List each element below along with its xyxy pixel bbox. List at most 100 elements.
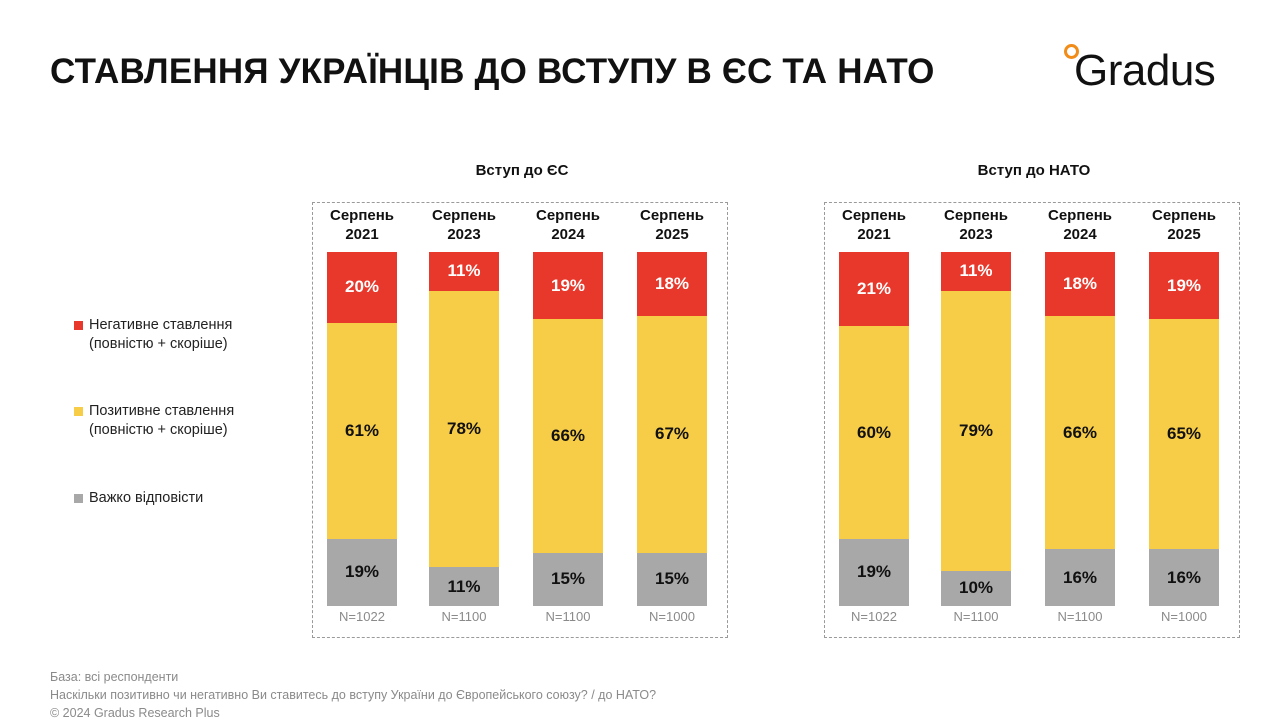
data-label: 78% bbox=[446, 418, 482, 438]
bar-segment-neg: 11% bbox=[429, 252, 499, 291]
logo-ring-icon bbox=[1064, 44, 1079, 59]
stacked-bar: 11% 78% 11% bbox=[429, 252, 499, 606]
category-label-year: 2024 bbox=[551, 226, 585, 243]
category-label: Серпень 2024 bbox=[1030, 206, 1130, 244]
bar-column-eu-2021: Серпень 2021 20% 61% 19% N=1022 bbox=[312, 162, 412, 640]
legend-swatch-positive bbox=[74, 407, 83, 416]
footer-base: База: всі респонденти bbox=[50, 670, 179, 684]
bar-segment-neg: 20% bbox=[327, 252, 397, 323]
legend-swatch-negative bbox=[74, 321, 83, 330]
data-label: 11% bbox=[959, 261, 993, 281]
category-label-year: 2021 bbox=[345, 226, 379, 243]
bar-segment-pos: 78% bbox=[429, 290, 499, 568]
stacked-bar: 21% 60% 19% bbox=[839, 252, 909, 606]
stacked-bar: 18% 67% 15% bbox=[637, 252, 707, 606]
bar-segment-hard: 19% bbox=[327, 538, 397, 606]
data-label: 60% bbox=[856, 422, 892, 442]
data-label: 61% bbox=[344, 420, 380, 440]
category-label-month: Серпень bbox=[841, 207, 907, 224]
data-label: 79% bbox=[958, 420, 994, 440]
data-label: 16% bbox=[1166, 567, 1202, 587]
bar-segment-hard: 19% bbox=[839, 538, 909, 606]
data-label: 19% bbox=[550, 275, 586, 295]
category-label: Серпень 2021 bbox=[312, 206, 412, 244]
category-label-year: 2025 bbox=[655, 226, 689, 243]
bar-column-nato-2023: Серпень 2023 11% 79% 10% N=1100 bbox=[926, 162, 1026, 640]
sample-size-label: N=1100 bbox=[953, 609, 999, 624]
sample-size-label: N=1022 bbox=[339, 609, 385, 624]
bar-segment-hard: 16% bbox=[1149, 549, 1219, 606]
category-label-year: 2021 bbox=[857, 226, 891, 243]
data-label: 18% bbox=[1062, 273, 1098, 293]
legend-item-positive: Позитивне ставлення (повністю + скоріше) bbox=[74, 402, 289, 440]
category-label: Серпень 2024 bbox=[518, 206, 618, 244]
bar-column-eu-2024: Серпень 2024 19% 66% 15% N=1100 bbox=[518, 162, 618, 640]
category-label-year: 2024 bbox=[1063, 226, 1097, 243]
footer-question: Наскільки позитивно чи негативно Ви став… bbox=[50, 688, 657, 702]
category-label-year: 2023 bbox=[959, 226, 993, 243]
category-label: Серпень 2021 bbox=[824, 206, 924, 244]
bar-segment-pos: 61% bbox=[327, 322, 397, 539]
legend-label-negative-line1: Негативне ставлення bbox=[89, 317, 233, 333]
category-label-month: Серпень bbox=[1047, 207, 1113, 224]
category-label: Серпень 2025 bbox=[1134, 206, 1234, 244]
category-label-year: 2023 bbox=[447, 226, 481, 243]
footer-copyright: © 2024 Gradus Research Plus bbox=[50, 706, 220, 720]
bar-segment-pos: 67% bbox=[637, 315, 707, 553]
legend-label-hard: Важко відповісти bbox=[89, 490, 204, 506]
bar-segment-neg: 18% bbox=[1045, 252, 1115, 316]
bar-column-nato-2025: Серпень 2025 19% 65% 16% N=1000 bbox=[1134, 162, 1234, 640]
category-label-month: Серпень bbox=[1151, 207, 1217, 224]
data-label: 18% bbox=[654, 273, 690, 293]
gradus-logo: Gradus bbox=[1062, 40, 1242, 100]
sample-size-label: N=1100 bbox=[1057, 609, 1103, 624]
stacked-bar: 20% 61% 19% bbox=[327, 252, 397, 606]
category-label: Серпень 2023 bbox=[926, 206, 1026, 244]
legend-label-negative-line2: (повністю + скоріше) bbox=[89, 336, 228, 352]
bar-segment-neg: 18% bbox=[637, 252, 707, 316]
data-label: 11% bbox=[447, 261, 481, 281]
bar-segment-neg: 11% bbox=[941, 252, 1011, 291]
chart-title-eu: Вступ до ЄС bbox=[475, 162, 569, 179]
bar-column-nato-2021: Серпень 2021 21% 60% 19% N=1022 bbox=[824, 162, 924, 640]
bar-column-nato-2024: Серпень 2024 18% 66% 16% N=1100 bbox=[1030, 162, 1130, 640]
footer: База: всі респонденти Наскільки позитивн… bbox=[50, 668, 656, 722]
legend-label-positive-line2: (повністю + скоріше) bbox=[89, 422, 228, 438]
data-label: 19% bbox=[1166, 275, 1202, 295]
sample-size-label: N=1000 bbox=[649, 609, 695, 624]
data-label: 21% bbox=[856, 279, 892, 299]
chart-panel-eu: Вступ до ЄС Серпень 2021 20% 61% 19% N=1022 Се… bbox=[312, 162, 732, 640]
sample-size-label: N=1100 bbox=[545, 609, 591, 624]
category-label-month: Серпень bbox=[329, 207, 395, 224]
legend-swatch-hard bbox=[74, 494, 83, 503]
data-label: 66% bbox=[550, 426, 586, 446]
bar-column-eu-2023: Серпень 2023 11% 78% 11% N=1100 bbox=[414, 162, 514, 640]
data-label: 20% bbox=[344, 277, 380, 297]
chart-frame-eu bbox=[312, 202, 728, 638]
bar-segment-hard: 10% bbox=[941, 570, 1011, 606]
logo-text: Gradus bbox=[1074, 46, 1216, 95]
bar-segment-hard: 16% bbox=[1045, 549, 1115, 606]
data-label: 67% bbox=[654, 424, 690, 444]
stacked-bar: 11% 79% 10% bbox=[941, 252, 1011, 606]
sample-size-label: N=1000 bbox=[1161, 609, 1207, 624]
chart-frame-nato bbox=[824, 202, 1240, 638]
data-label: 19% bbox=[344, 562, 380, 582]
category-label-month: Серпень bbox=[431, 207, 497, 224]
chart-title-nato: Вступ до НАТО bbox=[977, 162, 1091, 179]
legend-item-hard: Важко відповісти bbox=[74, 489, 289, 508]
category-label-month: Серпень bbox=[639, 207, 705, 224]
bar-segment-pos: 66% bbox=[1045, 315, 1115, 550]
bar-segment-hard: 15% bbox=[637, 552, 707, 606]
sample-size-label: N=1100 bbox=[441, 609, 487, 624]
legend-label-positive-line1: Позитивне ставлення bbox=[89, 403, 235, 419]
bar-segment-hard: 15% bbox=[533, 552, 603, 606]
legend-item-negative: Негативне ставлення (повністю + скоріше) bbox=[74, 316, 289, 354]
bar-segment-pos: 60% bbox=[839, 326, 909, 539]
bar-segment-neg: 19% bbox=[533, 252, 603, 320]
data-label: 11% bbox=[447, 576, 481, 596]
data-label: 19% bbox=[856, 562, 892, 582]
category-label-year: 2025 bbox=[1167, 226, 1201, 243]
bar-column-eu-2025: Серпень 2025 18% 67% 15% N=1000 bbox=[622, 162, 722, 640]
data-label: 10% bbox=[958, 578, 994, 598]
